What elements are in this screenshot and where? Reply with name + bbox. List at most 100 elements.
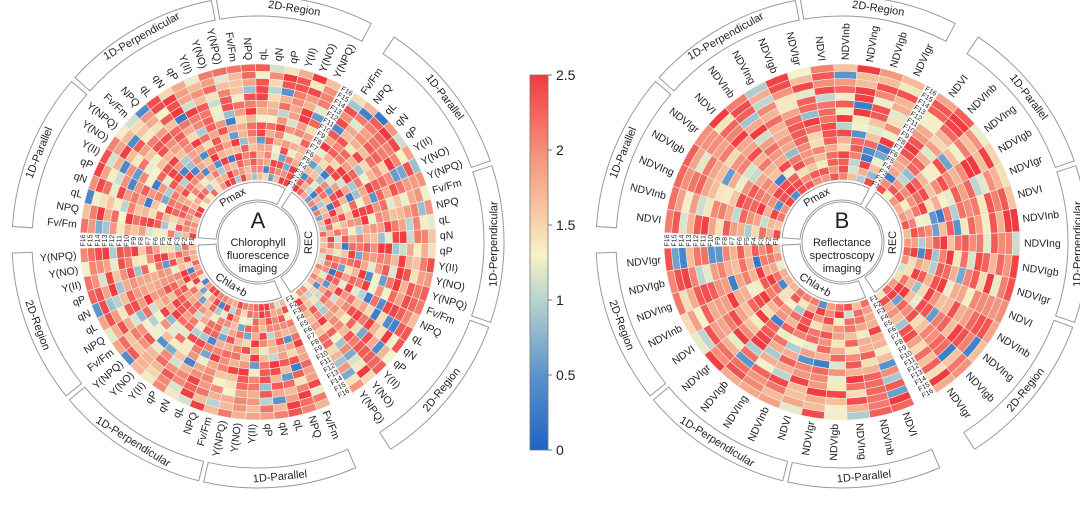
heatmap-cell [247,375,260,385]
heatmap-cell [391,242,401,256]
heatmap-cell [824,397,847,406]
ring-label: F4 [880,313,891,323]
heatmap-cell [333,242,343,251]
colorbar-gradient [529,74,549,451]
heatmap-cell [834,78,857,87]
feature-label: Y(II) [60,279,82,295]
feature-label: qP [391,357,409,374]
heatmap-cell [249,354,260,363]
heatmap-cell [251,325,260,334]
group-label: 1D-Perpendicular [686,10,767,63]
ring-label: F4 [167,237,174,245]
heatmap-cell [242,85,257,95]
ring-label: F12 [693,235,700,247]
feature-label: qL [257,48,269,60]
heatmap-cell [273,409,290,420]
group-bracket [595,80,672,229]
heatmap-cell [903,237,912,248]
ring-label: F3 [293,168,304,178]
feature-label: NDVIgr [667,105,702,136]
colorbar-tick-label: 0 [556,442,564,458]
heatmap-cell [932,373,957,394]
heatmap-cell [256,150,265,159]
sector-chla-b: Fv/FmNPQqLqNqPY(II)Y(NO)Y(NPQ)1D-Paralle… [11,234,357,489]
heatmap-cell [166,229,176,238]
heatmap-cell [101,246,111,261]
ring-label: F9 [131,237,138,245]
feature-label: NDVI [1016,183,1043,201]
heatmap-cell [252,303,260,312]
ring-label: F8 [138,237,145,245]
group-bracket [787,448,941,489]
heatmap-cell [836,136,852,145]
heatmap-cell [123,223,133,236]
heatmap-cell [264,143,274,153]
heatmap-cell [832,324,845,334]
heatmap-cell [835,99,855,109]
ring-label: F1 [870,180,881,190]
heatmap-cell [355,233,364,244]
group-bracket [966,36,1075,169]
heatmap-cell [354,250,364,261]
ring-label: F11 [903,356,917,368]
heatmap-cell [354,225,364,235]
heatmap-cell [259,404,275,414]
feature-label: NDVIgb [628,278,667,298]
heatmap-cell [830,339,846,348]
ring-label: F11 [905,117,919,129]
heatmap-cell [939,235,948,251]
feature-label: qP [439,245,452,258]
ring-label: F3 [292,307,303,317]
heatmap-cell [269,64,286,74]
ring-label: F2 [766,237,773,245]
feature-label: qP [164,66,181,83]
heatmap-cell [370,232,379,244]
heatmap-cell [258,332,268,341]
heatmap-cell [835,107,855,116]
heatmap-cell [250,172,258,181]
feature-label: qP [143,389,160,406]
heatmap-cell [159,228,169,238]
heatmap-cell [258,317,267,327]
heatmap-cell [834,92,856,102]
ring-label: F10 [124,235,131,247]
sector-label-box [197,243,283,303]
group-label: 1D-Perpendicular [1072,201,1080,287]
colorbar-tick-label: 1.5 [556,217,576,233]
feature-label: qL [438,213,451,226]
ring-label: F6 [737,237,744,245]
heatmap-cell [369,242,379,254]
feature-label: NDVInb [629,181,668,202]
heatmap-cell [333,235,343,244]
heatmap-cell [348,242,357,252]
heatmap-cell [256,143,266,152]
heatmap-cell [663,247,674,272]
ring-label: F14 [95,234,102,246]
heatmap-cell [990,232,999,255]
heatmap-cell [355,242,364,253]
panel-center-text: imaging [823,263,862,275]
heatmap-cell [341,242,350,251]
heatmap-cell [79,247,89,263]
group-bracket [963,319,1074,450]
ring-label: F10 [708,235,715,247]
heatmap-cell [838,172,849,181]
ring-label: F16 [80,234,87,246]
heatmap-cell [137,245,147,257]
sector-pmax: NDVINDVInbNDVIngNDVIgbNDVIgr1D-ParallelN… [595,0,956,240]
feature-label: NDVI [692,91,718,117]
ring-label: F9 [898,344,909,354]
heatmap-cell [824,404,848,414]
ring-label: F7 [306,332,317,342]
heatmap-cell [837,143,851,152]
heatmap-cell [829,353,846,363]
heatmap-cell [247,136,258,145]
group-label: 1D-Parallel [836,468,891,485]
heatmap-cell [266,331,276,341]
heatmap-cell [333,228,342,237]
heatmap-cell [246,397,261,406]
ring-label: F8 [312,137,323,147]
ring-label: F3 [174,237,181,245]
heatmap-cell [256,165,264,174]
feature-label: NDVIgb [755,37,780,76]
